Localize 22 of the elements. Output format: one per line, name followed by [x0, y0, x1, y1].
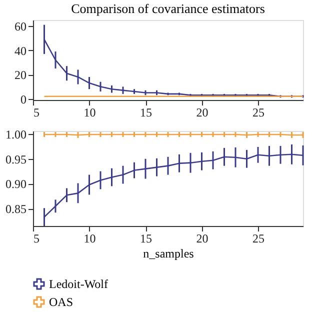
- x-tick-label: 15: [140, 232, 152, 246]
- y-tick-label: 60: [14, 20, 26, 34]
- x-tick-label: 5: [34, 106, 40, 120]
- y-tick-label: 1.00: [6, 127, 26, 142]
- y-tick-label: 0.85: [6, 202, 26, 216]
- x-tick-label: 15: [140, 106, 152, 120]
- y-tick-label: 0.90: [6, 177, 26, 192]
- x-tick-label: 5: [34, 232, 40, 246]
- y-tick-label: 0: [20, 92, 26, 106]
- x-tick-label: 10: [84, 106, 96, 120]
- x-axis-title: n_samples: [143, 246, 194, 260]
- x-tick-label: 20: [196, 106, 208, 120]
- chart-title: Comparison of covariance estimators: [71, 1, 265, 16]
- legend-label: OAS: [49, 295, 74, 309]
- y-tick-label: 40: [14, 44, 26, 58]
- y-tick-label: 20: [14, 68, 26, 82]
- y-tick-label: 0.95: [6, 152, 26, 166]
- legend-label: Ledoit-Wolf: [49, 277, 108, 291]
- x-tick-label: 10: [84, 232, 96, 246]
- x-tick-label: 25: [252, 232, 264, 246]
- x-tick-label: 20: [196, 232, 208, 246]
- x-tick-label: 25: [252, 106, 264, 120]
